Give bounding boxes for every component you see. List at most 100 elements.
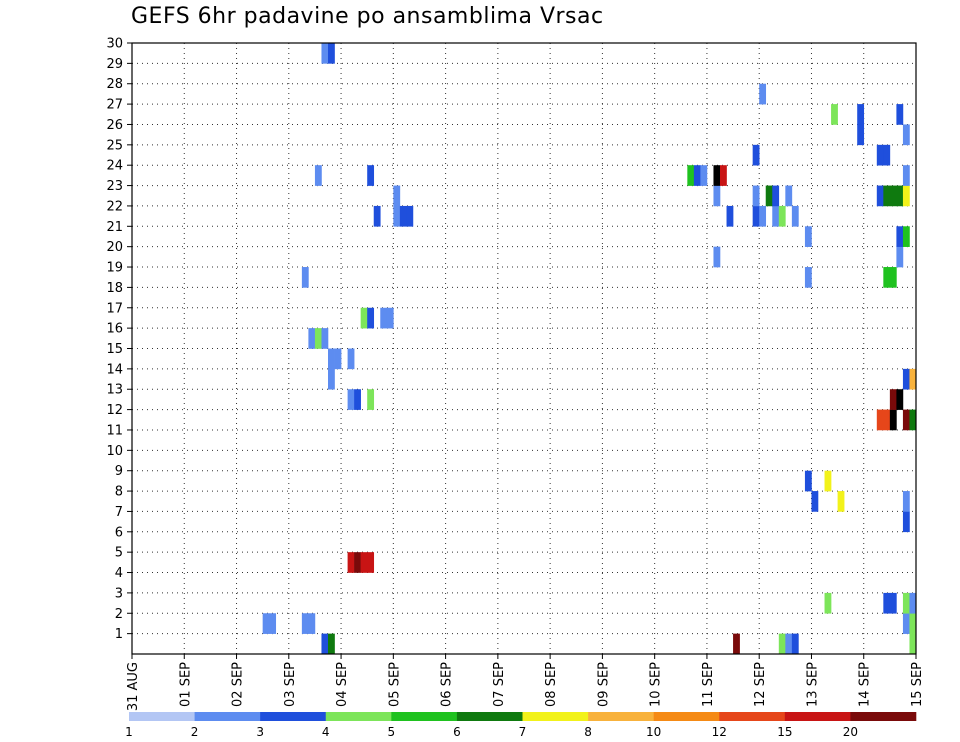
y-tick-label: 24 [106,159,123,174]
legend-label: 5 [388,725,396,739]
x-tick-label: 01 SEP [178,662,193,707]
y-tick-label: 17 [106,301,123,316]
heatmap-cell [328,633,335,655]
heatmap-cell [328,348,335,370]
heatmap-cell [889,409,897,431]
legend-swatch [194,712,261,721]
legend-swatch [391,712,458,721]
y-tick-label: 18 [106,281,123,296]
x-tick-label: 08 SEP [544,662,559,707]
heatmap-cell [837,491,845,512]
heatmap-cell [367,165,375,186]
x-tick-label: 10 SEP [649,662,664,707]
y-tick-label: 3 [115,586,123,601]
legend-swatch [850,712,917,721]
heatmap-cell [713,185,721,207]
heatmap-cell [804,267,812,288]
heatmap-cell [393,205,401,227]
legend-label: 1 [125,725,133,739]
y-tick-label: 13 [106,383,123,398]
heatmap-cell [883,267,891,288]
heatmap-cell [347,552,355,573]
heatmap-cell [386,307,394,329]
y-tick-label: 4 [115,566,123,581]
y-tick-label: 30 [106,37,123,52]
y-tick-label: 21 [106,220,123,235]
heatmap-cell [804,226,812,247]
heatmap-cell [902,165,910,186]
heatmap-cell [896,389,904,410]
heatmap-cell [909,633,917,655]
heatmap-cell [876,144,884,166]
x-axis: 31 AUG 01 SEP 02 SEP 03 SEP 04 SEP 05 SEP 06 S… [126,654,925,711]
x-tick-label: 07 SEP [492,662,507,707]
x-tick-label: 04 SEP [335,662,350,707]
x-tick-label: 06 SEP [440,662,455,707]
x-tick-label: 14 SEP [858,662,873,707]
heatmap-cell [308,328,316,349]
heatmap-cell [347,389,355,410]
heatmap-cell [883,592,891,614]
heatmap-cell [785,185,793,207]
heatmap-cell [360,307,368,329]
heatmap-cell [693,165,701,186]
heatmap-cell [752,205,760,227]
y-tick-label: 1 [115,627,123,642]
x-tick-label: 05 SEP [387,662,402,707]
heatmap-cell [902,491,910,512]
heatmap-cell [328,368,335,390]
legend-label: 8 [584,725,592,739]
x-tick-label: 13 SEP [805,662,820,707]
plot-frame [131,42,917,655]
heatmap-cell [314,328,322,349]
legend-label: 3 [256,725,264,739]
y-axis: 1234567891011121314151617181920212223242… [106,37,132,642]
heatmap-cell [700,165,708,186]
heatmap-cell [883,144,891,166]
legend-swatch [588,712,654,721]
heatmap-cell [778,205,786,227]
y-tick-label: 25 [106,138,123,153]
y-tick-label: 28 [106,77,123,92]
legend-label: 10 [646,725,661,739]
heatmap-cell [713,246,721,268]
legend-swatch [719,712,786,721]
heatmap-cell [896,185,904,207]
heatmap-cell [321,43,329,64]
heatmap-cell [406,205,414,227]
x-tick-label: 09 SEP [596,662,611,707]
heatmap-cell [772,185,780,207]
y-tick-label: 27 [106,98,123,113]
heatmap-cell [876,185,884,207]
heatmap-cell [367,389,375,410]
cells-layer [262,43,917,655]
y-tick-label: 26 [106,118,123,133]
heatmap-cell [752,144,760,166]
y-tick-label: 23 [106,179,123,194]
heatmap-cell [876,409,884,431]
heatmap-cell [902,124,910,146]
legend-label: 6 [453,725,461,739]
heatmap-cell [713,165,721,186]
y-tick-label: 16 [106,322,123,337]
heatmap-cell [269,613,277,634]
heatmap-cell [778,633,786,655]
heatmap-cell [909,368,917,390]
heatmap-cell [791,205,799,227]
heatmap-cell [831,104,838,125]
heatmap-cell [367,307,375,329]
x-tick-label: 15 SEP [910,662,925,707]
heatmap-cell [301,267,309,288]
heatmap-cell [811,491,819,512]
y-tick-label: 29 [106,57,123,72]
y-tick-label: 19 [106,261,123,276]
legend-label: 20 [843,725,858,739]
heatmap-cell [909,592,917,614]
heatmap-cell [360,552,368,573]
heatmap-cell [759,83,767,105]
heatmap-cell [399,205,407,227]
legend-label: 7 [519,725,527,739]
heatmap-cell [759,205,767,227]
legend-swatch [260,712,327,721]
